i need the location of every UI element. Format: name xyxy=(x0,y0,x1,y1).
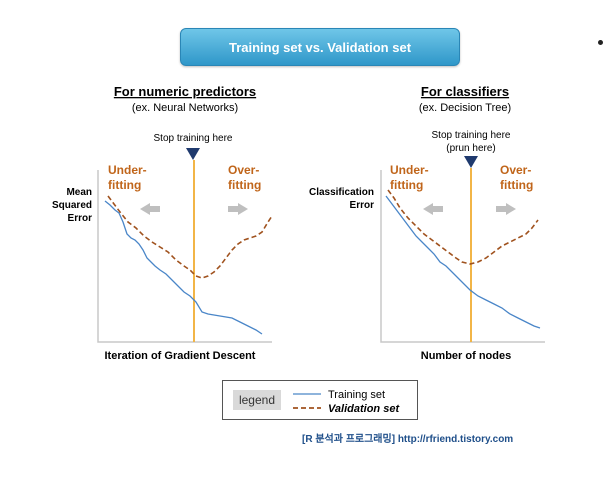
legend-title: legend xyxy=(233,390,281,410)
left-ylabel-3: Error xyxy=(68,213,93,224)
left-heading: For numeric predictors xyxy=(114,84,256,99)
bullet-dot xyxy=(598,40,603,45)
left-panel: For numeric predictors (ex. Neural Netwo… xyxy=(52,84,273,362)
left-xlabel: Iteration of Gradient Descent xyxy=(105,350,256,362)
right-ylabel-2: Error xyxy=(350,200,375,211)
title-banner: Training set vs. Validation set xyxy=(180,28,460,66)
right-underfit-2: fitting xyxy=(390,178,423,192)
right-underfit-1: Under- xyxy=(390,163,429,177)
left-overfit-2: fitting xyxy=(228,178,261,192)
legend-training-label: Training set xyxy=(328,389,385,401)
left-arrow-right-icon xyxy=(228,203,248,215)
right-validation-curve xyxy=(387,189,539,265)
right-overfit-1: Over- xyxy=(500,163,531,177)
left-stop-label: Stop training here xyxy=(154,133,233,144)
right-xlabel: Number of nodes xyxy=(421,350,511,362)
right-stop-sublabel: (prun here) xyxy=(446,143,495,154)
left-stop-marker-icon xyxy=(186,148,200,160)
legend-swatches: Training set Validation set xyxy=(293,389,400,415)
left-ylabel-1: Mean xyxy=(66,187,92,198)
right-axes xyxy=(380,170,545,343)
right-panel: For classifiers (ex. Decision Tree) Stop… xyxy=(309,84,545,362)
right-arrow-left-icon xyxy=(423,203,443,215)
legend: legend Training set Validation set xyxy=(222,380,418,420)
right-ylabel-1: Classification xyxy=(309,187,374,198)
left-axes xyxy=(97,170,272,343)
left-overfit-1: Over- xyxy=(228,163,259,177)
left-subheading: (ex. Neural Networks) xyxy=(132,102,238,114)
left-underfit-2: fitting xyxy=(108,178,141,192)
source-credit: [R 분석과 프로그래밍] http://rfriend.tistory.com xyxy=(302,434,514,445)
left-ylabel-2: Squared xyxy=(52,200,92,211)
right-stop-label: Stop training here xyxy=(432,130,511,141)
right-subheading: (ex. Decision Tree) xyxy=(419,102,511,114)
right-arrow-right-icon xyxy=(496,203,516,215)
left-underfit-1: Under- xyxy=(108,163,147,177)
banner-title: Training set vs. Validation set xyxy=(228,39,412,55)
legend-validation-label: Validation set xyxy=(328,403,400,415)
right-training-curve xyxy=(385,195,541,329)
right-stop-marker-icon xyxy=(464,156,478,168)
right-heading: For classifiers xyxy=(421,84,509,99)
right-overfit-2: fitting xyxy=(500,178,533,192)
left-validation-curve xyxy=(107,195,273,279)
left-training-curve xyxy=(104,200,263,335)
left-arrow-left-icon xyxy=(140,203,160,215)
